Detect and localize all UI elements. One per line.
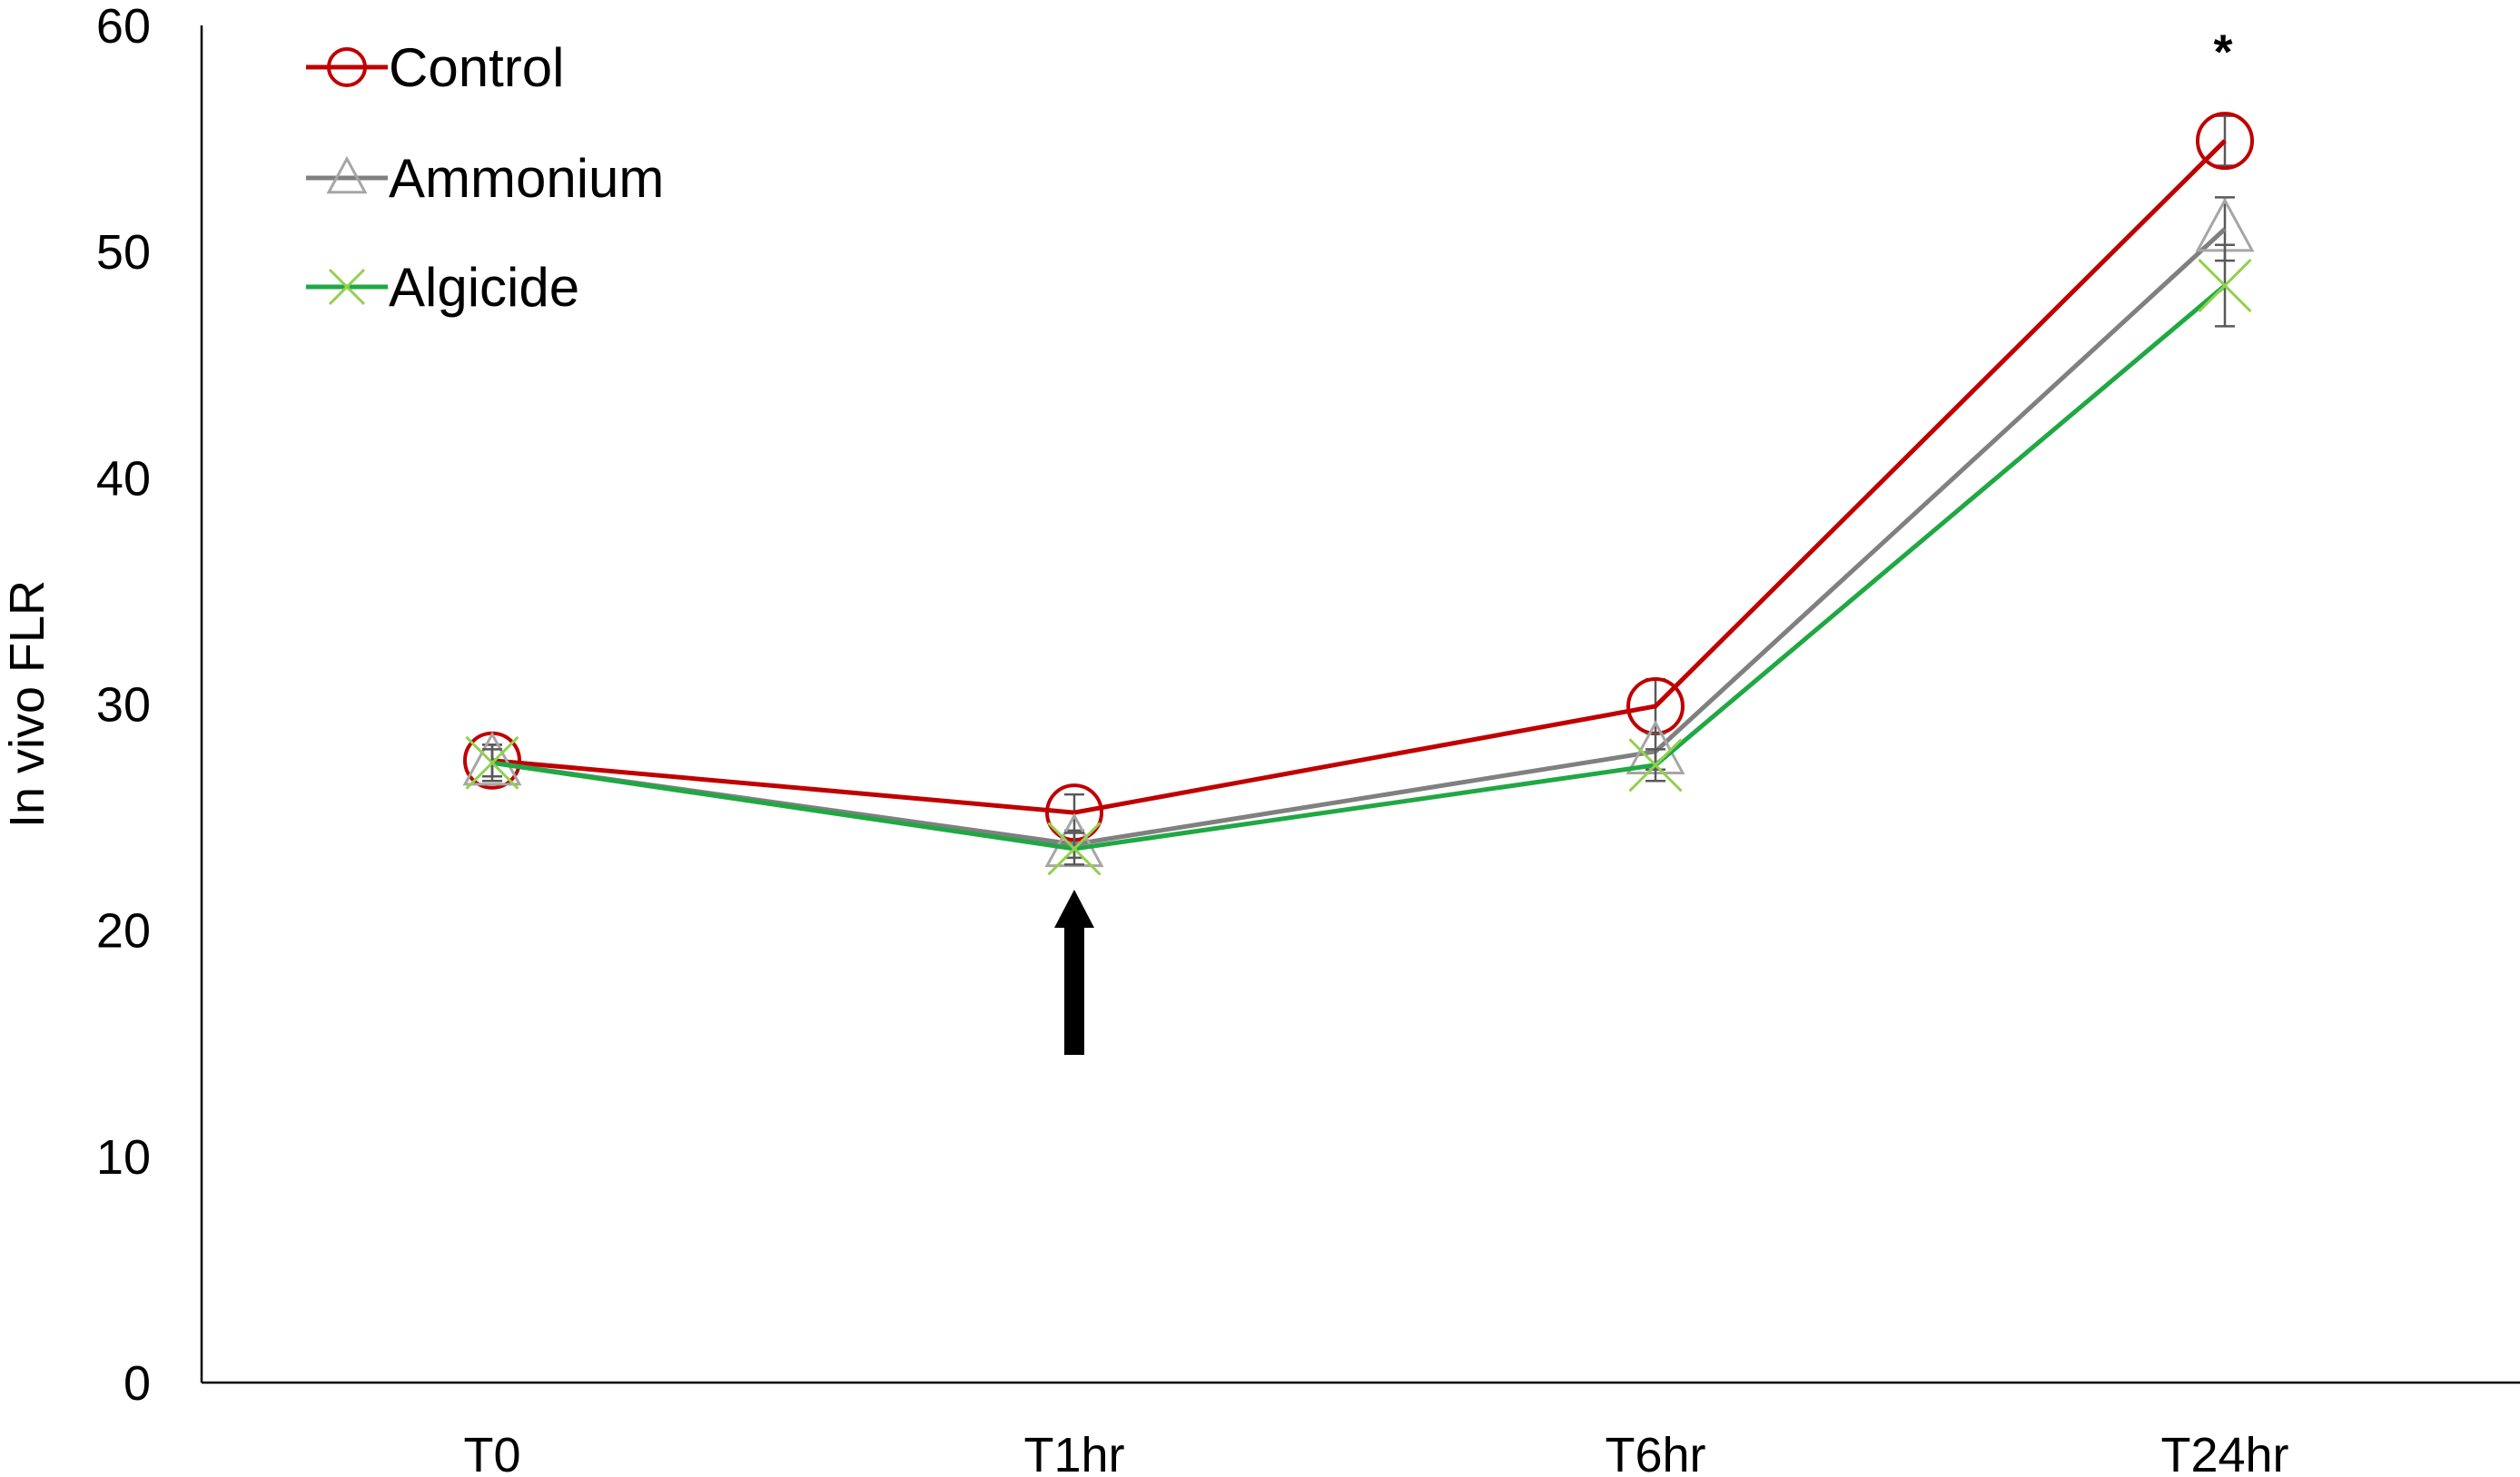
y-tick-label: 40 <box>96 451 151 506</box>
y-axis-title: In vivo FLR <box>0 580 54 828</box>
x-tick-label: T24hr <box>2160 1428 2288 1477</box>
y-tick-label: 30 <box>96 678 151 733</box>
y-tick-label: 60 <box>96 0 151 54</box>
legend-label: Ammonium <box>389 148 664 209</box>
marker-x-stroke <box>1047 822 1102 876</box>
legend-entry-algicide: Algicide <box>306 257 579 318</box>
x-tick-label: T6hr <box>1605 1428 1705 1477</box>
marker-x-stroke <box>2198 258 2252 313</box>
y-tick-label: 0 <box>124 1356 151 1411</box>
series-line <box>491 139 2227 815</box>
marker-triangle <box>462 731 522 786</box>
legend-label: Algicide <box>389 257 579 318</box>
x-tick-label: T1hr <box>1023 1428 1124 1477</box>
legend-entry-control: Control <box>306 37 564 98</box>
treatment-arrow <box>1054 890 1094 1055</box>
x-tick-label: T0 <box>463 1428 520 1477</box>
marker-x-stroke <box>465 735 519 790</box>
legend: Control Ammonium Algicide <box>306 37 664 318</box>
y-tick-label: 10 <box>96 1130 151 1185</box>
series-ammonium <box>462 196 2255 868</box>
marker-x-stroke <box>328 268 366 306</box>
significance-asterisk: * <box>2213 25 2232 80</box>
marker-circle <box>2196 112 2254 171</box>
legend-label: Control <box>389 37 564 98</box>
series-line <box>491 227 2227 847</box>
y-tick-label: 50 <box>96 225 151 280</box>
marker-x-stroke <box>1628 738 1683 793</box>
marker-triangle <box>326 155 368 194</box>
annotation-layer: * <box>1054 25 2233 1055</box>
marker-circle <box>327 47 367 87</box>
legend-entry-ammonium: Ammonium <box>306 148 664 209</box>
y-tick-label: 20 <box>96 904 151 959</box>
series-algicide <box>465 243 2252 876</box>
series-line <box>491 283 2227 852</box>
series-control <box>463 112 2254 842</box>
series-layer <box>462 112 2255 876</box>
